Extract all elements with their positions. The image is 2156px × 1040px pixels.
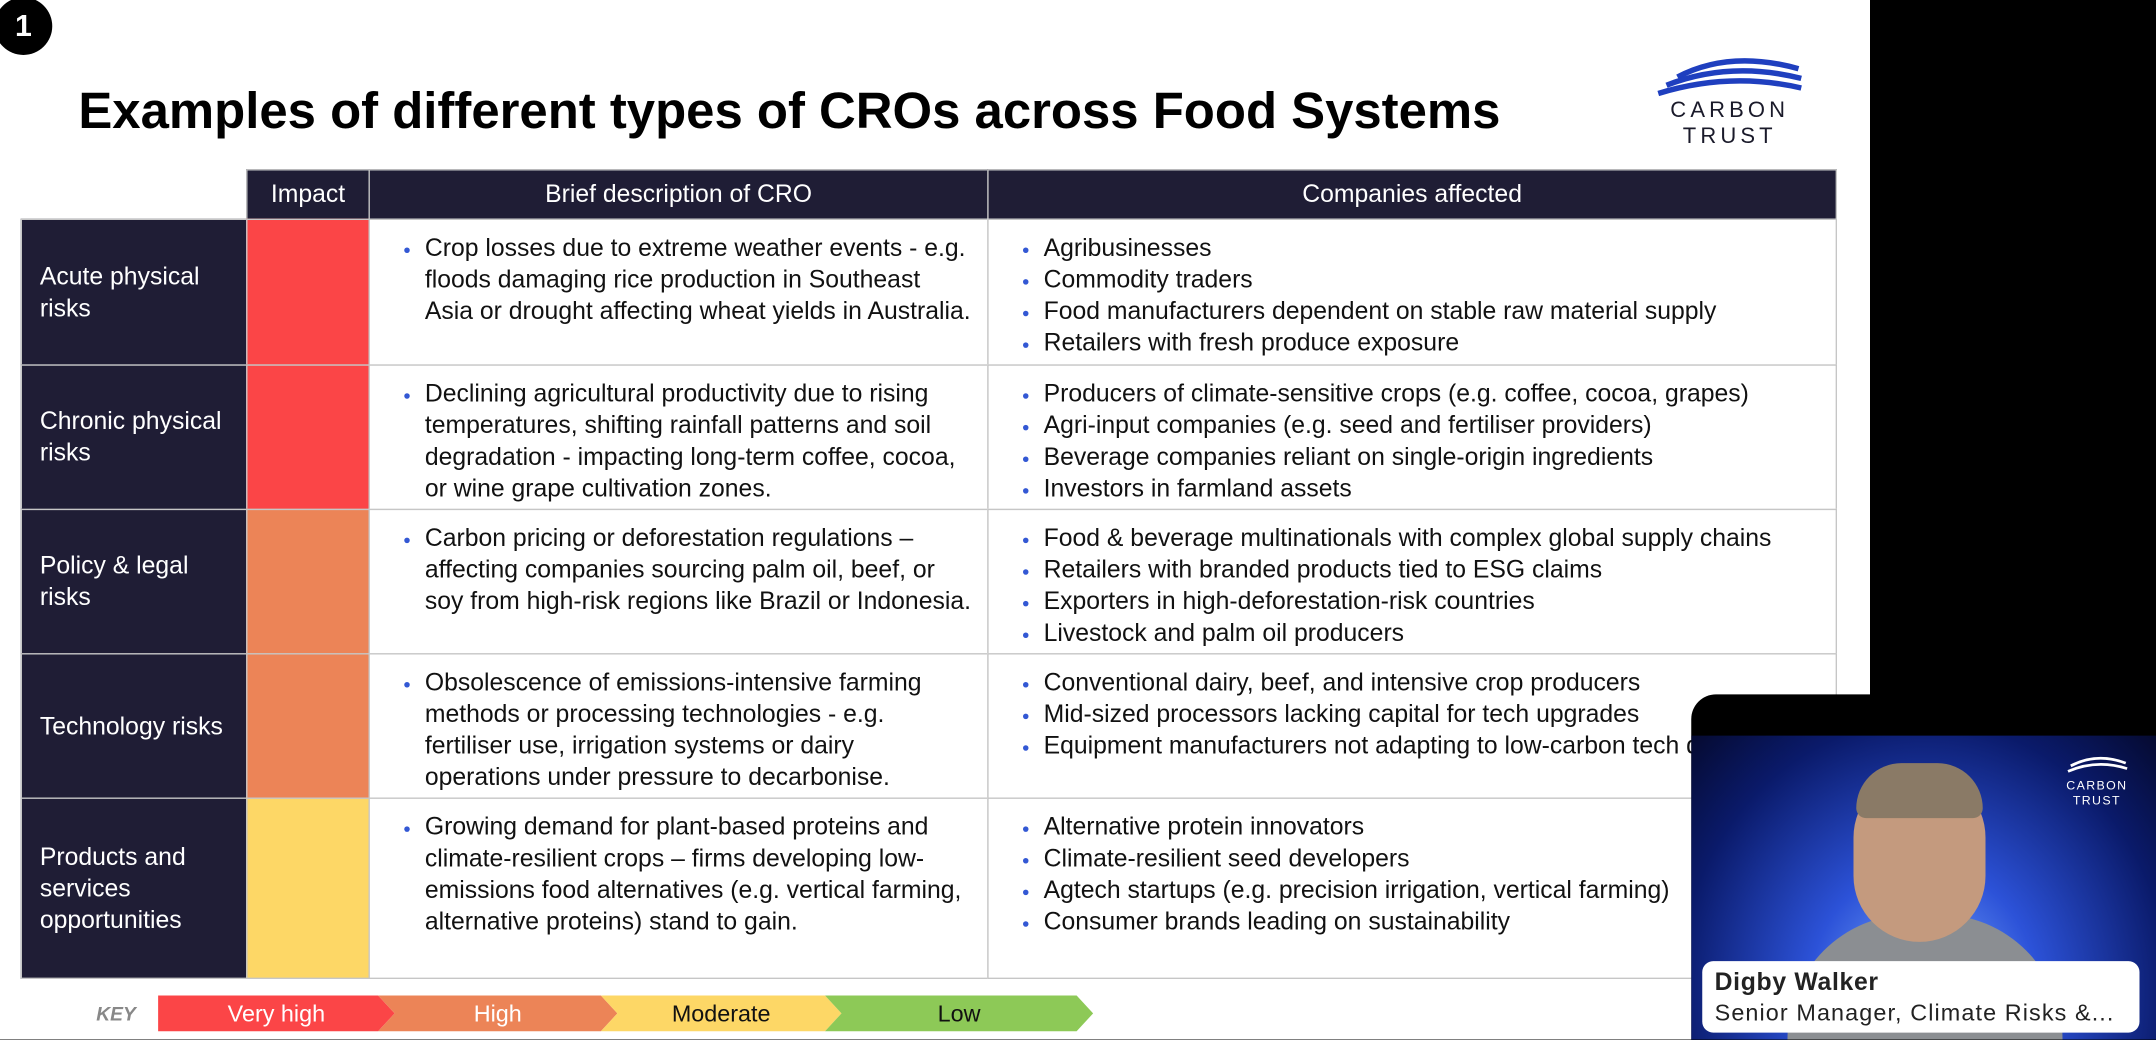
description-item: Declining agricultural productivity due … (425, 378, 974, 505)
column-header: Brief description of CRO (368, 169, 989, 220)
video-logo-text: TRUST (2072, 793, 2121, 808)
row-label: Chronic physical risks (39, 407, 222, 467)
logo-arcs (1657, 58, 1802, 97)
key: Very high High Moderate Low (158, 995, 1094, 1032)
name-tag: Digby Walker Senior Manager, Climate Ris… (1702, 961, 2140, 1033)
description-cell: Carbon pricing or deforestation regulati… (368, 508, 989, 655)
description-cell: Crop losses due to extreme weather event… (368, 218, 989, 366)
companies-item: Agribusinesses (1044, 232, 1822, 264)
slide-title: Examples of different types of CROs acro… (78, 82, 1501, 139)
description-item: Carbon pricing or deforestation regulati… (425, 523, 974, 618)
row-label: Technology risks (39, 711, 223, 740)
key-label: High (474, 1001, 522, 1027)
companies-item: Retailers with branded products tied to … (1044, 554, 1822, 586)
companies-item: Consumer brands leading on sustainabilit… (1044, 906, 1822, 938)
companies-item: Producers of climate-sensitive crops (e.… (1044, 378, 1822, 410)
video-logo-text: CARBON (2066, 778, 2128, 792)
description-item: Obsolescence of emissions-intensive farm… (425, 667, 974, 794)
row-label-cell: Products and services opportunities (20, 797, 248, 979)
companies-item: Commodity traders (1044, 264, 1822, 296)
description-list: Declining agricultural productivity due … (370, 366, 987, 505)
row-label: Acute physical risks (39, 261, 200, 322)
column-header: Impact (246, 169, 370, 220)
description-list: Obsolescence of emissions-intensive farm… (370, 655, 987, 794)
participant-role: Senior Manager, Climate Risks &... (1714, 999, 2115, 1026)
logo-text: CARBON (1670, 99, 1790, 123)
person-hair (1856, 763, 1983, 819)
description-list: Carbon pricing or deforestation regulati… (370, 510, 987, 617)
video-tile: CARBON TRUST Digby Walker Senior Manager… (1691, 694, 2156, 1040)
column-header: Companies affected (987, 169, 1837, 220)
companies-item: Food manufacturers dependent on stable r… (1044, 296, 1822, 328)
companies-item: Exporters in high-deforestation-risk cou… (1044, 586, 1822, 618)
key-label: KEY (96, 1002, 136, 1025)
companies-item: Mid-sized processors lacking capital for… (1044, 699, 1822, 731)
companies-list: Conventional dairy, beef, and intensive … (989, 655, 1836, 762)
video-logo-arcs (2067, 756, 2128, 773)
companies-item: Food & beverage multinationals with comp… (1044, 523, 1822, 555)
row-label-cell: Acute physical risks (20, 218, 248, 366)
slide-number-badge: 1 (0, 0, 53, 55)
row-label: Policy & legal risks (39, 551, 189, 611)
description-cell: Declining agricultural productivity due … (368, 364, 989, 511)
impact-cell (246, 364, 370, 511)
companies-item: Agtech startups (e.g. precision irrigati… (1044, 875, 1822, 907)
companies-list: AgribusinessesCommodity tradersFood manu… (989, 220, 1836, 359)
impact-cell (246, 797, 370, 979)
logo-text: TRUST (1682, 125, 1777, 149)
key-chevron (600, 995, 842, 1032)
description-item: Crop losses due to extreme weather event… (425, 232, 974, 327)
badge-text: 1 (14, 8, 32, 43)
companies-item: Conventional dairy, beef, and intensive … (1044, 667, 1822, 699)
row-label-cell: Chronic physical risks (20, 364, 248, 511)
companies-list: Alternative protein innovatorsClimate-re… (989, 799, 1836, 938)
description-item: Growing demand for plant-based proteins … (425, 811, 974, 938)
participant-name: Digby Walker (1714, 968, 1879, 996)
row-label-cell: Technology risks (20, 653, 248, 799)
logo: CARBON TRUST (1647, 52, 1812, 154)
companies-item: Alternative protein innovators (1044, 811, 1822, 843)
key-label: Moderate (672, 1001, 771, 1027)
description-list: Crop losses due to extreme weather event… (370, 220, 987, 327)
key-chevron (158, 995, 395, 1032)
key-label: Very high (228, 1001, 325, 1027)
description-cell: Obsolescence of emissions-intensive farm… (368, 653, 989, 799)
companies-item: Investors in farmland assets (1044, 473, 1822, 505)
companies-list: Food & beverage multinationals with comp… (989, 510, 1836, 649)
row-label: Products and services opportunities (39, 842, 186, 933)
impact-cell (246, 653, 370, 799)
companies-item: Climate-resilient seed developers (1044, 843, 1822, 875)
companies-cell: Producers of climate-sensitive crops (e.… (987, 364, 1837, 511)
companies-cell: AgribusinessesCommodity tradersFood manu… (987, 218, 1837, 366)
companies-item: Retailers with fresh produce exposure (1044, 327, 1822, 359)
video-logo: CARBON TRUST (2052, 755, 2143, 809)
companies-cell: Food & beverage multinationals with comp… (987, 508, 1837, 655)
companies-item: Livestock and palm oil producers (1044, 617, 1822, 649)
description-list: Growing demand for plant-based proteins … (370, 799, 987, 938)
key-label: Low (938, 1001, 981, 1027)
row-label-cell: Policy & legal risks (20, 508, 248, 655)
key-chevron (825, 995, 1094, 1032)
impact-cell (246, 508, 370, 655)
description-cell: Growing demand for plant-based proteins … (368, 797, 989, 979)
companies-item: Agri-input companies (e.g. seed and fert… (1044, 410, 1822, 442)
companies-item: Equipment manufacturers not adapting to … (1044, 730, 1822, 762)
companies-item: Beverage companies reliant on single-ori… (1044, 441, 1822, 473)
companies-list: Producers of climate-sensitive crops (e.… (989, 366, 1836, 505)
impact-cell (246, 218, 370, 366)
key-chevron (378, 995, 618, 1032)
